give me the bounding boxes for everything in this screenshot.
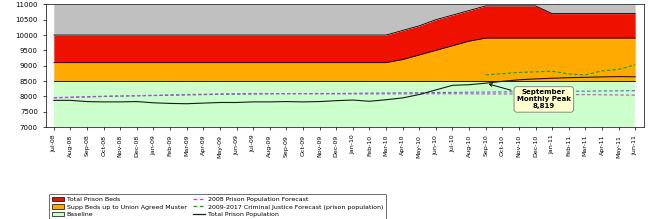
Text: September
Monthly Peak
8,819: September Monthly Peak 8,819 <box>489 84 571 110</box>
Legend: Total Prison Beds, Supp Beds up to Union Agreed Muster, Baseline, 2006 Prison Po: Total Prison Beds, Supp Beds up to Union… <box>49 194 386 219</box>
